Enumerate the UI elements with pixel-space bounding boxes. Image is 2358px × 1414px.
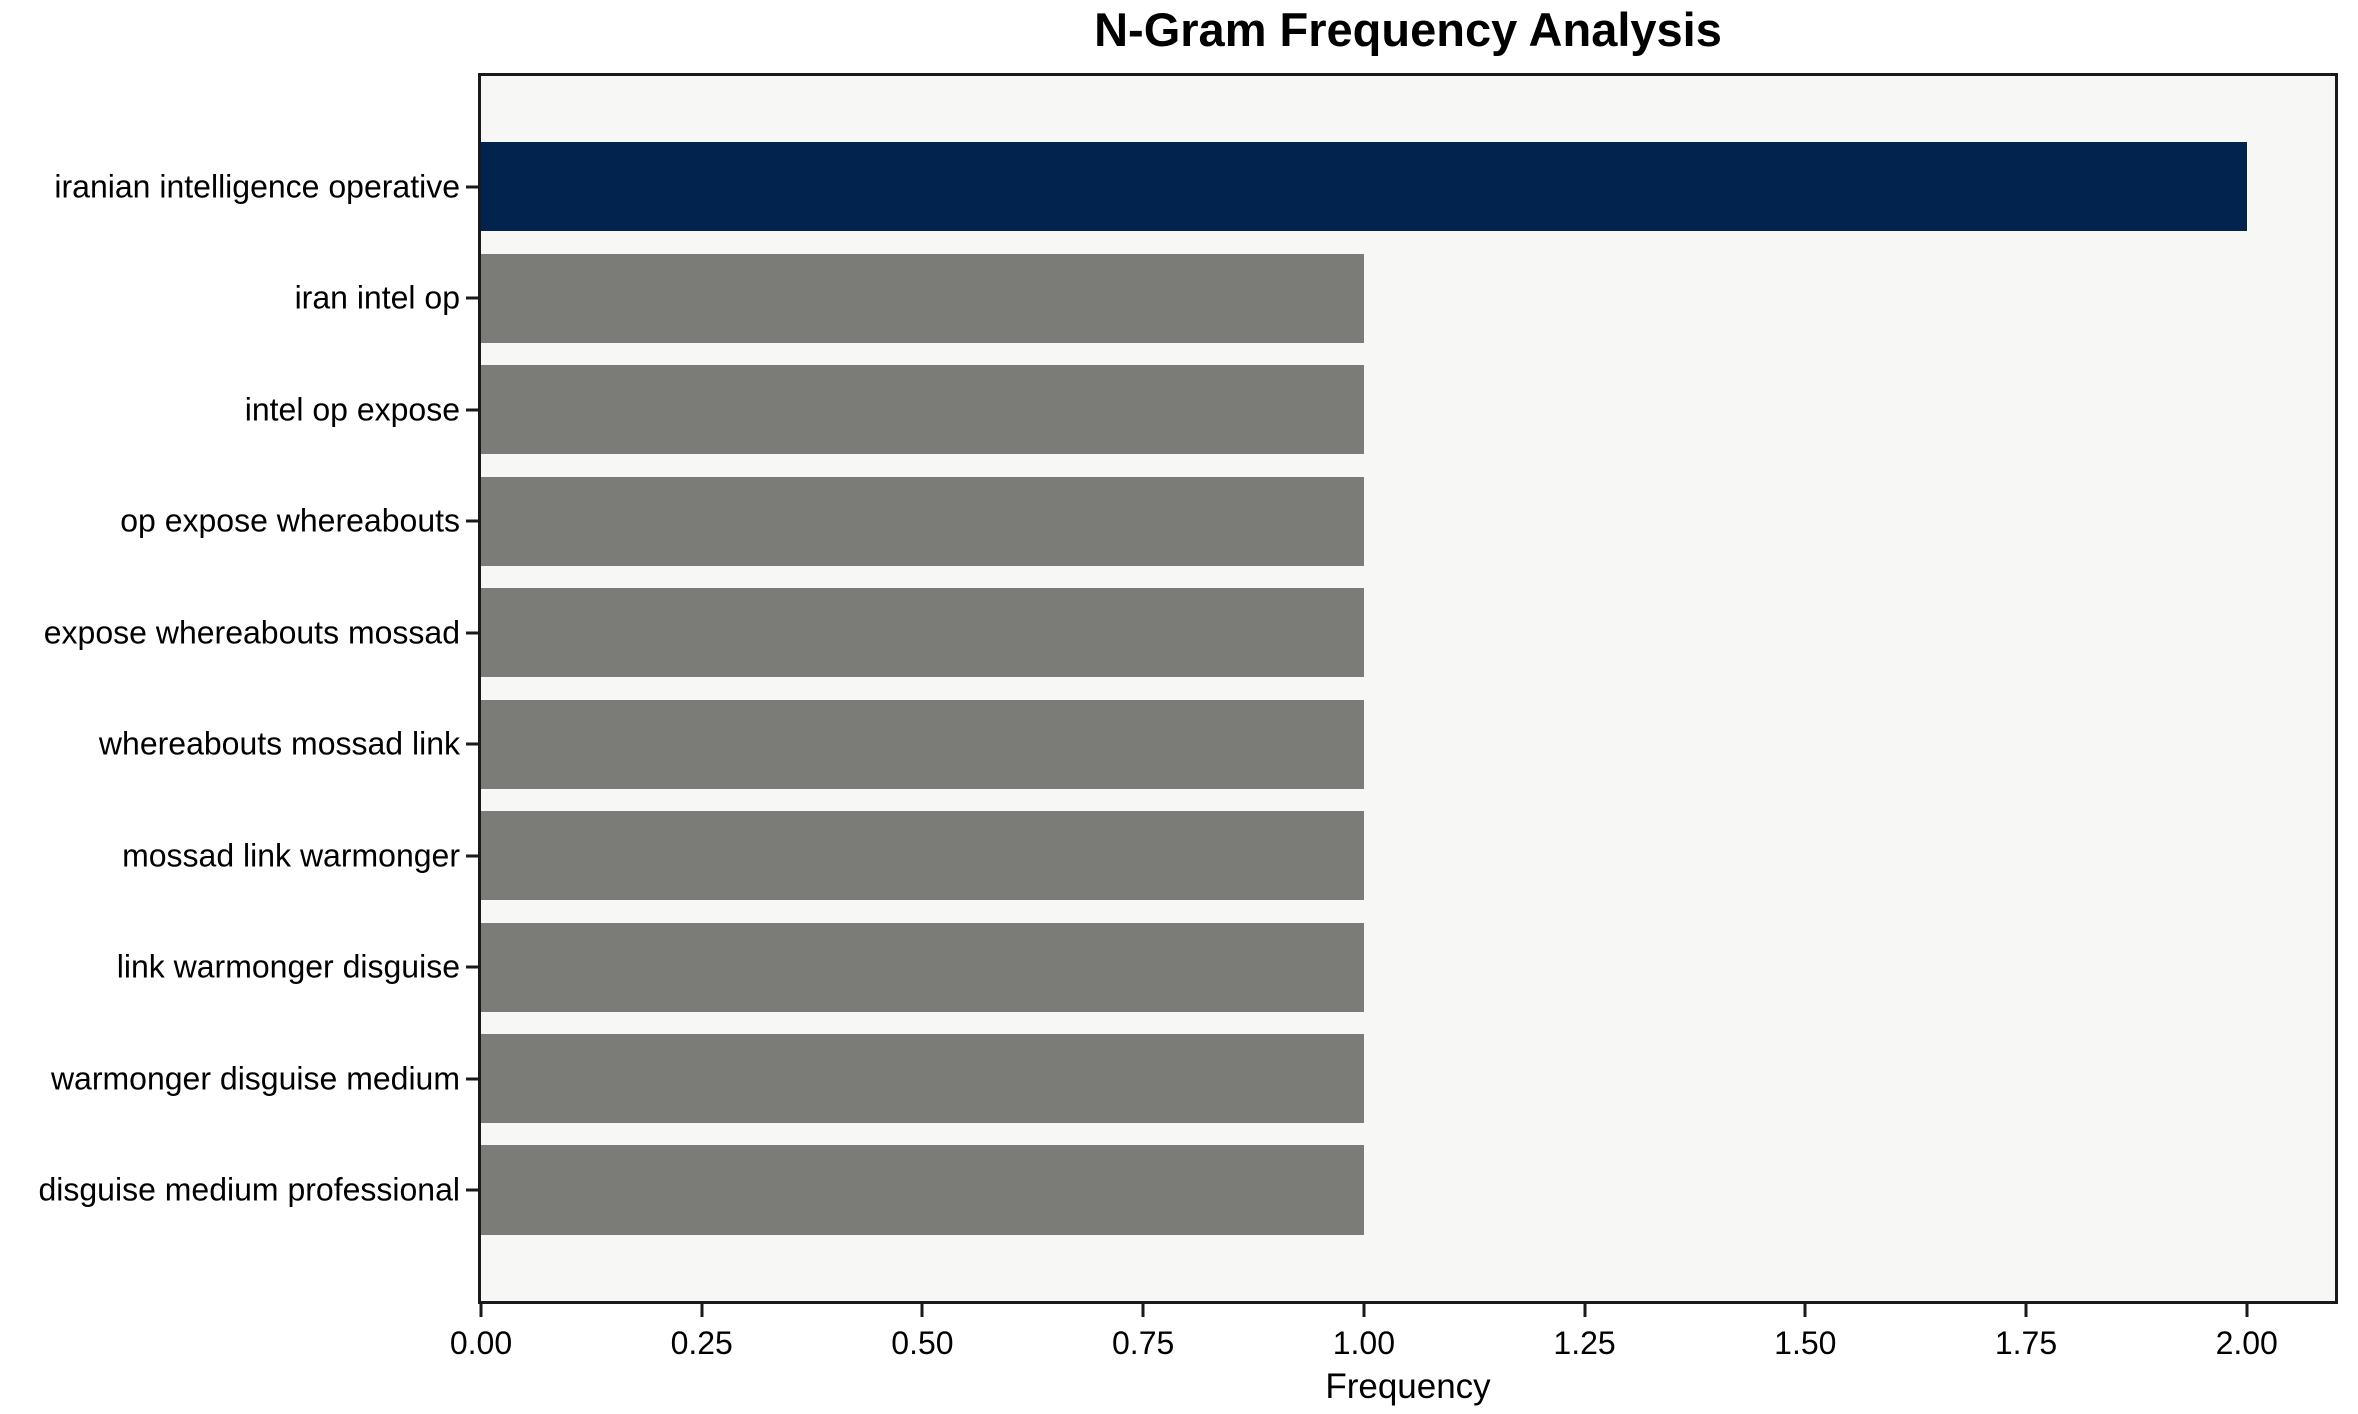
- y-axis-tick: [466, 1077, 478, 1081]
- x-axis-tick: [700, 1304, 704, 1317]
- bar-row: op expose whereabouts: [120, 466, 2335, 577]
- chart-title: N-Gram Frequency Analysis: [1094, 3, 1722, 56]
- y-axis-tick: [466, 296, 478, 300]
- y-axis-tick: [466, 854, 478, 858]
- y-axis-category-label: iranian intelligence operative: [54, 168, 460, 205]
- frequency-bar: [481, 142, 2247, 232]
- x-axis-tick-label: 0.50: [891, 1325, 954, 1361]
- x-axis: Frequency 0.00 0.25 0.50 0.75 1.00 1.25 1.50 1.…: [450, 1301, 2335, 1414]
- frequency-bar: [481, 1034, 1364, 1124]
- y-axis-category-label: intel op expose: [244, 391, 460, 428]
- y-axis-category-label: op expose whereabouts: [120, 502, 460, 539]
- y-axis-tick: [466, 185, 478, 189]
- x-axis-tick: [1141, 1304, 1145, 1317]
- y-axis-tick: [466, 408, 478, 412]
- y-axis-category-label: expose whereabouts mossad: [43, 614, 460, 651]
- bar-row: warmonger disguise medium: [51, 1023, 2335, 1134]
- x-axis-tick: [1583, 1304, 1587, 1317]
- x-axis-tick-label: 2.00: [2215, 1325, 2278, 1361]
- x-axis-tick: [479, 1304, 483, 1317]
- x-axis-tick: [2245, 1304, 2249, 1317]
- y-axis-category-label: link warmonger disguise: [116, 948, 460, 985]
- bar-row: mossad link warmonger: [122, 800, 2335, 911]
- x-axis-tick: [2024, 1304, 2028, 1317]
- y-axis-tick: [466, 742, 478, 746]
- y-axis-category-label: warmonger disguise medium: [50, 1060, 460, 1097]
- frequency-bar: [481, 699, 1364, 789]
- y-axis-tick: [466, 631, 478, 635]
- bar-row: whereabouts mossad link: [99, 688, 2335, 799]
- frequency-bar: [481, 476, 1364, 566]
- y-axis-category-label: mossad link warmonger: [122, 837, 460, 874]
- bar-row: iranian intelligence operative: [54, 131, 2335, 242]
- x-axis-tick: [1362, 1304, 1366, 1317]
- x-axis-tick-label: 0.00: [449, 1325, 513, 1361]
- frequency-bar: [481, 922, 1364, 1012]
- x-axis-tick-label: 0.75: [1112, 1325, 1175, 1361]
- plot-rows: iranian intelligence operative iran intel…: [38, 131, 2335, 1246]
- frequency-bar: [481, 588, 1364, 678]
- bar-row: link warmonger disguise: [117, 911, 2335, 1022]
- plot-area: iranian intelligence operative iran intel…: [38, 73, 2338, 1406]
- x-axis-tick: [1803, 1304, 1807, 1317]
- bar-row: disguise medium professional: [38, 1134, 2335, 1245]
- x-axis-tick-label: 0.25: [670, 1325, 733, 1361]
- x-axis-tick-label: 1.00: [1332, 1325, 1395, 1361]
- bar-row: intel op expose: [245, 354, 2335, 465]
- y-axis-tick: [466, 965, 478, 969]
- bar-row: expose whereabouts mossad: [44, 577, 2335, 688]
- frequency-bar: [481, 1145, 1364, 1235]
- y-axis-category-label: whereabouts mossad link: [98, 725, 460, 762]
- x-axis-tick-label: 1.75: [1994, 1325, 2058, 1361]
- frequency-bar: [481, 253, 1364, 343]
- x-axis-title: Frequency: [1325, 1367, 1491, 1406]
- x-axis-tick: [920, 1304, 924, 1317]
- frequency-bar: [481, 811, 1364, 901]
- x-axis-tick-label: 1.25: [1553, 1325, 1616, 1361]
- y-axis-tick: [466, 519, 478, 523]
- x-axis-tick-label: 1.50: [1774, 1325, 1837, 1361]
- y-axis-category-label: disguise medium professional: [38, 1171, 460, 1208]
- y-axis-tick: [466, 1188, 478, 1192]
- y-axis-category-label: iran intel op: [294, 279, 460, 316]
- bar-row: iran intel op: [295, 243, 2335, 354]
- frequency-bar: [481, 365, 1364, 455]
